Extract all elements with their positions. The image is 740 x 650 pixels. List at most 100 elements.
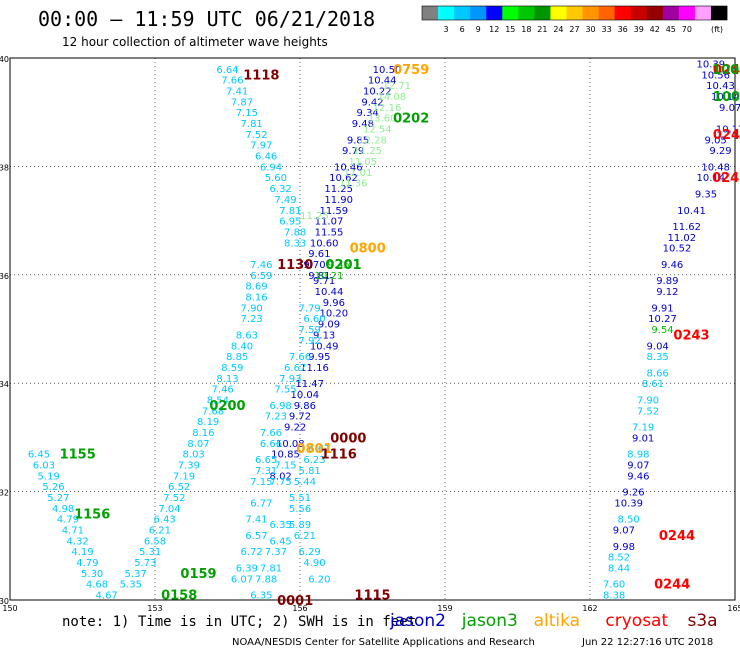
pass-time-label: 0800 [350,242,386,257]
wave-height-label: 8.07 [187,439,209,450]
data-points: 6.647.667.417.877.157.817.527.976.466.94… [28,59,740,601]
wave-height-label: 10.04 [291,390,320,401]
pass-time-label: 1005 [713,90,740,105]
wave-height-label: 4.90 [303,558,325,569]
y-tick-label: 30 [0,597,9,606]
wave-height-label: 6.58 [144,536,166,547]
wave-height-label: 7.15 [236,108,258,119]
wave-height-label: 9.72 [289,412,311,423]
wave-height-label: 11.47 [295,379,324,390]
wave-height-label: 5.31 [139,547,161,558]
wave-height-label: 7.66 [289,352,311,363]
wave-height-label: 7.75 [270,477,292,488]
colorbar-label: 24 [553,25,563,34]
wave-height-label: 9.07 [613,526,635,537]
wave-height-label: 10.48 [701,162,730,173]
colorbar-swatch [630,6,648,20]
wave-height-label: 10.14 [697,173,726,184]
wave-height-label: 7.93 [279,374,301,385]
wave-height-label: 8.13 [216,374,238,385]
x-tick-label: 165 [727,604,740,613]
wave-height-label: 6.64 [216,65,238,76]
wave-height-label: 9.05 [705,135,727,146]
wave-height-label: 7.88 [284,227,306,238]
wave-height-label: 6.39 [236,563,258,574]
wave-height-label: 6.77 [250,498,272,509]
wave-height-label: 9.22 [284,423,306,434]
wave-height-label: 5.56 [289,504,311,515]
wave-height-label: 8.19 [197,417,219,428]
colorbar-swatch [614,6,631,20]
wave-height-label: 9.13 [313,330,335,341]
colorbar-swatch [470,6,487,20]
wave-height-label: 7.39 [178,461,200,472]
wave-height-label: 11.36 [339,179,368,190]
wave-height-label: 5.51 [289,493,311,504]
wave-height-label: 6.21 [149,526,171,537]
satellite-legend-item: jason2 [389,611,446,631]
wave-height-label: 6.07 [231,574,253,585]
wave-height-label: 12.16 [373,103,402,114]
wave-height-label: 9.89 [656,276,678,287]
wave-height-label: 8.59 [221,363,243,374]
wave-height-label: 9.98 [613,542,635,553]
colorbar-legend: 3 6 9 12 15 18 21 24 27 30 33 36 39 42 45 70 (ft) [421,5,728,34]
y-tick-label: 40 [0,55,9,64]
wave-height-label: 7.37 [265,547,287,558]
wave-height-label: 10.50 [373,65,402,76]
colorbar-label: 3 [444,25,449,34]
x-tick-label: 150 [2,604,17,613]
wave-height-label: 9.26 [622,488,644,499]
wave-height-label: 11.90 [324,195,353,206]
y-tick-label: 32 [0,489,9,498]
pass-time-label: 0244 [659,529,695,544]
wave-height-label: 5.60 [265,173,287,184]
wave-height-label: 11.25 [353,146,382,157]
wave-height-label: 9.42 [361,97,383,108]
wave-height-label: 7.87 [231,97,253,108]
wave-height-label: 8.98 [627,450,649,461]
satellite-legend: jason2 jason3 altika cryosat s3a [389,611,718,631]
wave-height-label: 8.63 [236,330,258,341]
wave-height-label: 8.50 [618,515,640,526]
wave-height-label: 6.20 [308,574,330,585]
wave-height-label: 10.43 [706,81,735,92]
pass-time-label: 1156 [74,507,110,522]
wave-height-label: 9.96 [323,298,345,309]
colorbar-unit: (ft) [711,25,723,34]
wave-height-label: 8.66 [647,368,669,379]
wave-height-label: 9.54 [651,325,673,336]
wave-height-label: 4.67 [96,591,118,602]
wave-height-label: 4.32 [67,536,89,547]
wave-height-label: 9.12 [656,287,678,298]
wave-height-label: 5.44 [294,477,316,488]
wave-height-label: 7.66 [260,428,282,439]
wave-height-label: 6.94 [260,162,282,173]
wave-height-label: 8.03 [183,450,205,461]
wave-height-label: 7.90 [637,395,659,406]
wave-height-label: 8.38 [603,591,625,602]
wave-height-label: 10.17 [716,124,740,135]
wave-height-label: 11.01 [344,168,373,179]
colorbar-swatch [454,6,471,20]
footer-note: note: 1) Time is in UTC; 2) SWH is in fe… [62,614,416,630]
pass-time-label: 1116 [321,448,357,463]
wave-height-label: 11.25 [300,211,329,222]
wave-height-label: 8.69 [245,282,267,293]
wave-height-label: 10.39 [614,498,643,509]
wave-height-label: 11.59 [320,206,349,217]
wave-height-label: 9.91 [651,303,673,314]
wave-height-label: 7.90 [241,303,263,314]
pass-time-label: 1004 [712,63,740,78]
wave-height-label: 11.07 [315,217,344,228]
wave-height-label: 10.27 [648,314,677,325]
wave-height-label: 11.55 [315,227,344,238]
wave-height-label: 10.21 [315,271,344,282]
colorbar-swatch [646,6,664,20]
pass-time-label: 0001 [277,594,313,609]
wave-height-label: 9.46 [627,471,649,482]
wave-height-label: 5.73 [134,558,156,569]
wave-height-label: 9.70 [303,260,325,271]
colorbar-swatch [550,6,567,20]
